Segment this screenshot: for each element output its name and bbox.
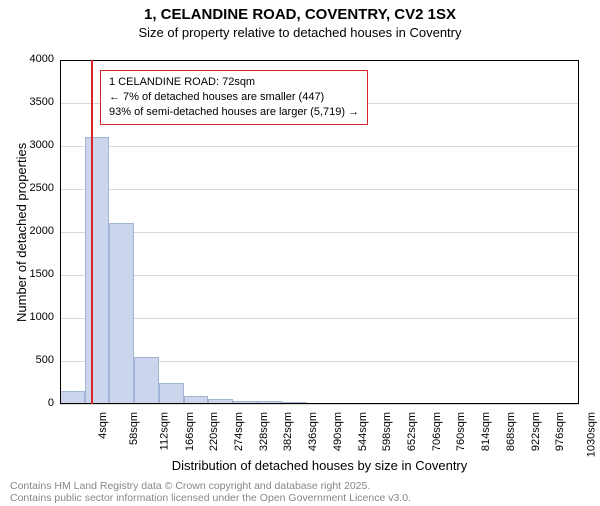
y-tick-label: 3500 xyxy=(14,96,54,108)
gridline xyxy=(60,60,579,61)
histogram-bar xyxy=(455,403,480,404)
x-tick-label: 490sqm xyxy=(332,412,344,451)
y-tick-label: 0 xyxy=(14,397,54,409)
y-tick-label: 500 xyxy=(14,354,54,366)
histogram-bar xyxy=(258,401,283,404)
histogram-bar xyxy=(480,403,505,404)
annotation-line: ← 7% of detached houses are smaller (447… xyxy=(109,90,359,105)
x-tick-label: 706sqm xyxy=(431,412,443,451)
histogram-bar xyxy=(554,403,579,404)
x-tick-label: 58sqm xyxy=(128,412,140,445)
x-tick-label: 436sqm xyxy=(307,412,319,451)
y-tick-label: 2000 xyxy=(14,225,54,237)
annotation-box: 1 CELANDINE ROAD: 72sqm ← 7% of detached… xyxy=(100,70,368,125)
histogram-bar xyxy=(233,401,258,404)
gridline xyxy=(60,318,579,319)
y-tick-label: 2500 xyxy=(14,182,54,194)
x-tick-label: 760sqm xyxy=(455,412,467,451)
x-tick-label: 328sqm xyxy=(258,412,270,451)
histogram-bar xyxy=(381,403,406,404)
x-tick-label: 652sqm xyxy=(406,412,418,451)
histogram-bar xyxy=(357,403,382,404)
x-tick-label: 112sqm xyxy=(158,412,170,450)
histogram-bar xyxy=(134,357,159,404)
histogram-bar xyxy=(505,403,530,404)
histogram-bar xyxy=(208,399,233,404)
x-axis-label: Distribution of detached houses by size … xyxy=(60,458,579,473)
reference-line xyxy=(91,60,93,404)
x-tick-label: 4sqm xyxy=(97,412,109,439)
x-tick-label: 598sqm xyxy=(381,412,393,451)
x-tick-label: 1030sqm xyxy=(585,412,597,457)
gridline xyxy=(60,189,579,190)
annotation-line: 1 CELANDINE ROAD: 72sqm xyxy=(109,75,359,90)
histogram-bar xyxy=(85,137,110,404)
x-tick-label: 868sqm xyxy=(505,412,517,451)
x-tick-label: 382sqm xyxy=(282,412,294,451)
gridline xyxy=(60,232,579,233)
histogram-bar xyxy=(530,403,555,404)
gridline xyxy=(60,275,579,276)
annotation-line: 93% of semi-detached houses are larger (… xyxy=(109,105,359,120)
histogram-bar xyxy=(282,402,307,404)
histogram-bar xyxy=(431,403,456,404)
x-tick-label: 976sqm xyxy=(554,412,566,451)
chart-title: 1, CELANDINE ROAD, COVENTRY, CV2 1SX xyxy=(0,6,600,23)
histogram-bar xyxy=(60,391,85,404)
y-tick-label: 3000 xyxy=(14,139,54,151)
x-tick-label: 544sqm xyxy=(357,412,369,451)
histogram-bar xyxy=(332,403,357,404)
x-tick-label: 166sqm xyxy=(184,412,196,451)
histogram-bar xyxy=(159,383,184,405)
attribution-line: Contains HM Land Registry data © Crown c… xyxy=(10,480,370,492)
histogram-bar xyxy=(406,403,431,404)
histogram-bar xyxy=(109,223,134,404)
x-tick-label: 220sqm xyxy=(208,412,220,451)
histogram-bar xyxy=(184,396,209,404)
x-tick-label: 814sqm xyxy=(480,412,492,451)
y-tick-label: 1000 xyxy=(14,311,54,323)
chart-subtitle: Size of property relative to detached ho… xyxy=(0,25,600,40)
attribution-line: Contains public sector information licen… xyxy=(10,492,411,504)
histogram-bar xyxy=(307,403,332,404)
gridline xyxy=(60,146,579,147)
y-tick-label: 4000 xyxy=(14,53,54,65)
x-tick-label: 922sqm xyxy=(530,412,542,451)
x-tick-label: 274sqm xyxy=(233,412,245,451)
gridline xyxy=(60,404,579,405)
y-tick-label: 1500 xyxy=(14,268,54,280)
